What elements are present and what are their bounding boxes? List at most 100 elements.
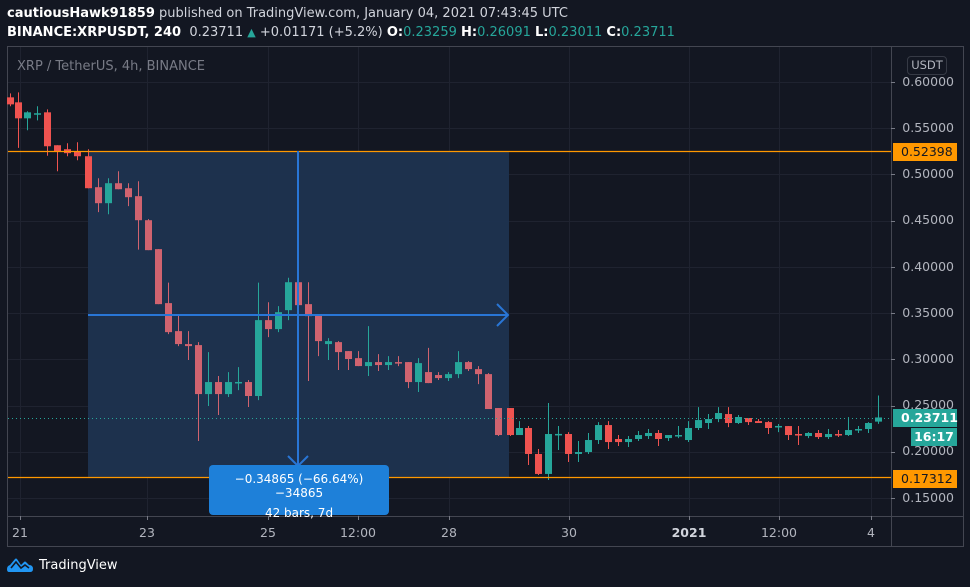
time-tick: 23 [139, 525, 155, 540]
candle [355, 358, 362, 367]
time-tick: 25 [260, 525, 276, 540]
candle [805, 432, 812, 437]
candle [785, 426, 792, 436]
candle [795, 434, 802, 436]
candle [255, 320, 262, 397]
candle [695, 420, 702, 429]
close-value: 0.23711 [621, 25, 675, 40]
candle [385, 362, 392, 366]
candle [445, 374, 452, 379]
candle [275, 312, 282, 330]
candle [775, 425, 782, 428]
price-tick: 0.45000 [902, 212, 954, 227]
measure-tooltip: −0.34865 (−66.64%) −34865 42 bars, 7d [209, 465, 389, 520]
candle [405, 362, 412, 383]
publish-info: cautiousHawk91859 published on TradingVi… [7, 6, 568, 21]
brand-name: TradingView [39, 557, 118, 573]
candle [125, 188, 132, 198]
candle [95, 187, 102, 204]
candle [74, 151, 81, 157]
time-axis-frame[interactable] [7, 516, 964, 547]
candle [305, 304, 312, 317]
candle [7, 97, 14, 105]
price-tick: 0.30000 [902, 351, 954, 366]
candle [745, 418, 752, 423]
candle [325, 341, 332, 345]
chart-legend-title[interactable]: XRP / TetherUS, 4h, BINANCE [17, 59, 206, 74]
candle [395, 362, 402, 364]
candle [635, 435, 642, 440]
price-tick: 0.50000 [902, 166, 954, 181]
author-name[interactable]: cautiousHawk91859 [7, 6, 155, 21]
published-text: published on TradingView.com, January 04… [154, 6, 568, 21]
tradingview-logo[interactable]: TradingView [7, 557, 118, 573]
candle [435, 375, 442, 379]
candle [375, 362, 382, 366]
candle [54, 145, 61, 152]
measure-price-change: −0.34865 (−66.64%) −34865 [234, 472, 364, 500]
candle [835, 434, 842, 436]
last-price-tag: 0.23711 [893, 409, 958, 427]
open-value: 0.23259 [403, 25, 457, 40]
open-label: O: [386, 25, 404, 40]
candle [245, 382, 252, 397]
candle [135, 196, 142, 221]
measure-bars-duration: 42 bars, 7d [264, 506, 334, 520]
candle [685, 428, 692, 441]
candle [855, 429, 862, 431]
price-tick: 0.15000 [902, 490, 954, 505]
candle [705, 419, 712, 424]
candle [24, 112, 31, 119]
candle [285, 282, 292, 311]
candle [605, 425, 612, 443]
symbol-interval: BINANCE:XRPUSDT, 240 [7, 25, 182, 40]
candle [765, 422, 772, 429]
candle [615, 439, 622, 443]
currency-badge[interactable]: USDT [907, 56, 947, 75]
candle [115, 183, 122, 190]
candle [175, 331, 182, 345]
candle [235, 381, 242, 384]
candle [415, 363, 422, 383]
price-tick: 0.35000 [902, 305, 954, 320]
candle [145, 220, 152, 251]
high-label: H: [461, 25, 478, 40]
candle [34, 113, 41, 115]
price-tick: 0.20000 [902, 443, 954, 458]
upper-line-price-tag: 0.52398 [893, 143, 957, 161]
candle [715, 413, 722, 420]
candle [555, 433, 562, 436]
time-tick: 28 [441, 525, 457, 540]
candle [585, 440, 592, 453]
candle [825, 434, 832, 438]
candle [485, 374, 492, 410]
candle [507, 408, 514, 436]
time-tick: 4 [867, 525, 875, 540]
time-axis-ticks [20, 516, 872, 520]
candle [205, 382, 212, 395]
candle [425, 372, 432, 384]
price-tick: 0.40000 [902, 259, 954, 274]
candle [645, 432, 652, 437]
candle [815, 432, 822, 438]
candle [15, 102, 22, 119]
candle [165, 303, 172, 333]
time-tick: 21 [12, 525, 28, 540]
low-label: L: [535, 25, 549, 40]
candle [595, 425, 602, 441]
candle [575, 452, 582, 454]
candle [475, 369, 482, 375]
symbol-info: BINANCE:XRPUSDT, 240 0.23711 ▲ +0.01171 … [7, 25, 675, 40]
last-price: 0.23711 [189, 25, 244, 40]
bar-countdown-tag: 16:17 [911, 428, 957, 446]
candle [265, 320, 272, 330]
price-tick: 0.55000 [902, 120, 954, 135]
candle [545, 434, 552, 474]
candle [345, 351, 352, 360]
candle [845, 430, 852, 436]
candle [465, 362, 472, 370]
candle [44, 112, 51, 147]
price-change: +0.01171 (+5.2%) [259, 25, 383, 40]
candle [655, 432, 662, 440]
